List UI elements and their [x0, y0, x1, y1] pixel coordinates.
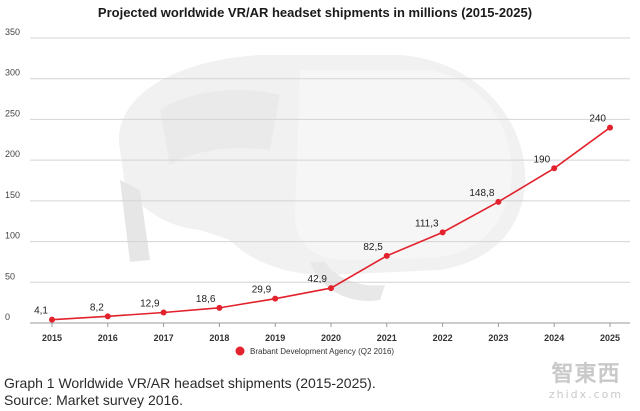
- data-point: [383, 252, 390, 259]
- watermark-url: zhidx.com: [548, 388, 624, 401]
- x-tick-label: 2019: [265, 333, 285, 343]
- x-tick-label: 2021: [377, 333, 397, 343]
- data-point: [607, 124, 613, 131]
- gridlines: [30, 37, 630, 324]
- y-tick-label: 0: [5, 312, 10, 322]
- data-point: [160, 309, 167, 316]
- x-tick-label: 2023: [488, 333, 508, 343]
- data-label: 148,8: [469, 188, 494, 199]
- data-label: 111,3: [415, 218, 439, 229]
- data-point: [495, 198, 502, 205]
- chart: Projected worldwide VR/AR headset shipme…: [5, 5, 630, 356]
- y-tick-label: 150: [5, 190, 20, 200]
- x-tick-label: 2024: [544, 333, 564, 343]
- data-label: 240: [589, 114, 606, 125]
- y-tick-label: 100: [5, 231, 20, 241]
- series-line: [49, 124, 613, 323]
- legend: Brabant Development Agency (Q2 2016): [235, 346, 394, 356]
- data-point: [439, 229, 446, 236]
- data-point: [49, 316, 55, 323]
- x-tick-label: 2017: [154, 333, 174, 343]
- data-point: [216, 304, 223, 311]
- watermark: 智東西 zhidx.com: [536, 356, 636, 401]
- y-tick-label: 250: [5, 108, 20, 118]
- legend-marker: [235, 346, 245, 356]
- y-tick-label: 300: [5, 68, 20, 78]
- data-label: 190: [534, 154, 551, 165]
- x-tick-label: 2020: [321, 333, 341, 343]
- x-tick-label: 2025: [600, 333, 620, 343]
- y-tick-label: 200: [5, 149, 20, 159]
- x-tick-label: 2015: [42, 333, 62, 343]
- data-labels: 4,1 8,2 12,9 18,6 29,9 42,9 82,5 111,3 148,8 190 2…: [34, 114, 606, 317]
- data-label: 29,9: [252, 285, 272, 296]
- data-label: 8,2: [90, 302, 104, 313]
- data-point: [328, 285, 334, 292]
- data-point: [551, 165, 558, 172]
- y-tick-label: 350: [5, 27, 20, 37]
- legend-label: Brabant Development Agency (Q2 2016): [250, 347, 394, 356]
- data-label: 12,9: [140, 298, 160, 309]
- data-point: [272, 295, 279, 302]
- x-tick-label: 2016: [98, 333, 118, 343]
- x-tick-label: 2022: [433, 333, 453, 343]
- y-tick-label: 50: [5, 271, 15, 281]
- data-label: 18,6: [196, 294, 216, 305]
- data-label: 4,1: [34, 306, 48, 317]
- x-axis: 2015 2016 2017 2018 2019 2020 2021 2022 2023 2024…: [42, 323, 620, 343]
- x-tick-label: 2018: [209, 333, 229, 343]
- vr-headset-image: [118, 55, 526, 301]
- figure-caption: Graph 1 Worldwide VR/AR headset shipment…: [4, 375, 376, 408]
- data-point: [104, 313, 111, 320]
- watermark-logo: 智東西: [551, 362, 621, 387]
- data-label: 42,9: [308, 274, 328, 285]
- data-label: 82,5: [363, 242, 383, 253]
- y-axis: 0 50 100 150 200 250 300 350: [5, 27, 20, 322]
- chart-title: Projected worldwide VR/AR headset shipme…: [98, 5, 532, 20]
